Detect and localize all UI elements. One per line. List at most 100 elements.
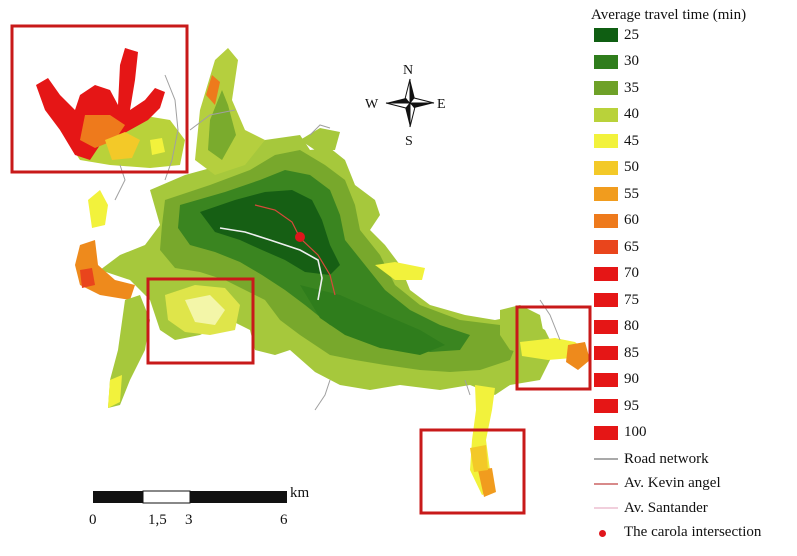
legend-line-symbol bbox=[594, 452, 618, 466]
legend-item-the-carola-intersection: The carola intersection bbox=[594, 523, 761, 543]
legend-label: The carola intersection bbox=[624, 524, 762, 540]
north-branch-inner bbox=[208, 90, 236, 160]
south-branch-orange bbox=[478, 468, 496, 497]
legend-label: Road network bbox=[624, 450, 709, 467]
north-arrow-icon bbox=[385, 78, 435, 128]
legend-item-90: 90 bbox=[594, 370, 639, 390]
legend-label: 40 bbox=[624, 106, 639, 122]
highlight-box-south bbox=[419, 428, 526, 515]
legend-line-symbol bbox=[594, 477, 618, 491]
legend-swatch bbox=[594, 28, 618, 42]
nw-zone-red bbox=[36, 48, 165, 160]
legend-label: 55 bbox=[624, 185, 639, 202]
legend-swatch bbox=[594, 107, 618, 122]
legend-swatch bbox=[594, 187, 618, 201]
west-red-tip bbox=[80, 268, 95, 288]
compass-south-label: S bbox=[405, 134, 413, 149]
legend-label: 35 bbox=[624, 79, 639, 96]
highlight-box-west bbox=[146, 277, 255, 365]
av-santander bbox=[219, 227, 323, 301]
legend-title: Average travel time (min) bbox=[591, 7, 747, 23]
legend-label: 95 bbox=[624, 397, 639, 414]
legend-label: 75 bbox=[624, 291, 639, 308]
legend-swatch bbox=[594, 54, 618, 69]
legend-item-30: 30 bbox=[594, 52, 639, 72]
scale-tick-1: 1,5 bbox=[148, 512, 167, 528]
legend-label: Av. Santander bbox=[624, 499, 708, 516]
legend-item-95: 95 bbox=[594, 396, 639, 416]
zone-30-tail bbox=[300, 285, 445, 355]
legend-swatch bbox=[594, 160, 618, 175]
nw-zone-yellow bbox=[105, 132, 140, 160]
legend-swatch bbox=[594, 134, 618, 148]
legend-swatch bbox=[594, 81, 618, 95]
south-west-yellow bbox=[108, 375, 122, 408]
legend-swatch bbox=[594, 346, 618, 360]
legend-label: 85 bbox=[624, 344, 639, 361]
east-yellow-branch bbox=[375, 262, 425, 280]
west-box-light bbox=[185, 295, 225, 325]
carola-intersection bbox=[295, 232, 305, 242]
west-yellow-branch bbox=[88, 190, 108, 228]
legend-item-50: 50 bbox=[594, 158, 639, 178]
scale-tick-0: 0 bbox=[89, 512, 97, 528]
zone-25 bbox=[200, 190, 340, 275]
legend-dot-symbol bbox=[594, 526, 618, 540]
legend-label: 70 bbox=[624, 265, 639, 281]
legend-swatch bbox=[594, 399, 618, 413]
legend-item-35: 35 bbox=[594, 78, 639, 98]
compass-east-label: E bbox=[437, 97, 446, 112]
legend-swatch bbox=[594, 293, 618, 307]
compass-west-label: W bbox=[365, 97, 379, 112]
legend-label: 60 bbox=[624, 212, 639, 228]
nw-red-zone bbox=[36, 48, 185, 168]
legend-item-80: 80 bbox=[594, 317, 639, 337]
compass-north-label: N bbox=[403, 63, 414, 78]
legend-label: 90 bbox=[624, 371, 639, 387]
legend-label: 30 bbox=[624, 53, 639, 69]
legend-item-40: 40 bbox=[594, 105, 639, 125]
legend-item-60: 60 bbox=[594, 211, 639, 231]
legend-item-100: 100 bbox=[594, 423, 647, 443]
scale-tick-3: 6 bbox=[280, 512, 288, 528]
urban-area bbox=[100, 135, 555, 395]
legend-item-70: 70 bbox=[594, 264, 639, 284]
legend-label: 100 bbox=[624, 424, 647, 440]
legend-label: 45 bbox=[624, 132, 639, 149]
legend-item-55: 55 bbox=[594, 184, 639, 204]
legend-label: 65 bbox=[624, 238, 639, 255]
east-branch bbox=[500, 305, 590, 370]
legend-item-75: 75 bbox=[594, 290, 639, 310]
legend-item-85: 85 bbox=[594, 343, 639, 363]
legend-swatch bbox=[594, 372, 618, 387]
legend-swatch bbox=[594, 266, 618, 281]
east-branch-orange bbox=[566, 342, 590, 370]
legend-swatch bbox=[594, 240, 618, 254]
legend-label: 50 bbox=[624, 159, 639, 175]
south-branch-yellow2 bbox=[470, 445, 488, 472]
highlight-boxes bbox=[10, 24, 592, 515]
road-network bbox=[114, 74, 561, 411]
scale-bar bbox=[93, 490, 287, 504]
legend-item-av-santander: Av. Santander bbox=[594, 498, 708, 518]
legend-item-av-kevin-angel: Av. Kevin angel bbox=[594, 474, 721, 494]
legend-swatch bbox=[594, 213, 618, 228]
west-box-zone bbox=[165, 285, 240, 335]
legend-label: 80 bbox=[624, 318, 639, 334]
legend-label: 25 bbox=[624, 26, 639, 43]
north-tip-orange bbox=[206, 75, 220, 105]
north-east-branch bbox=[300, 128, 340, 150]
nw-zone-yellow2 bbox=[150, 138, 165, 155]
legend-item-road-network: Road network bbox=[594, 449, 709, 469]
highlight-box-northwest bbox=[10, 24, 189, 174]
scale-unit: km bbox=[290, 485, 310, 501]
legend-swatch bbox=[594, 425, 618, 440]
scale-tick-2: 3 bbox=[185, 512, 193, 528]
legend-item-25: 25 bbox=[594, 25, 639, 45]
legend-swatch bbox=[594, 319, 618, 334]
south-branch bbox=[470, 385, 496, 497]
legend-line-symbol bbox=[594, 501, 618, 515]
highlight-box-east bbox=[515, 305, 592, 391]
legend-item-65: 65 bbox=[594, 237, 639, 257]
